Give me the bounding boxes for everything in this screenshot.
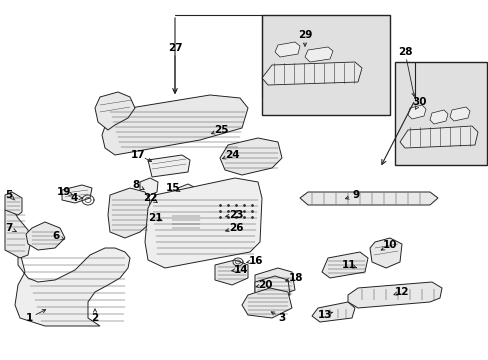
Polygon shape: [311, 302, 354, 322]
Text: 29: 29: [297, 30, 311, 40]
Text: 12: 12: [394, 287, 408, 297]
Polygon shape: [170, 208, 202, 232]
Text: 11: 11: [341, 260, 356, 270]
Polygon shape: [449, 107, 469, 121]
Text: 1: 1: [25, 313, 33, 323]
Polygon shape: [305, 47, 332, 62]
Text: 24: 24: [224, 150, 239, 160]
Text: 26: 26: [228, 223, 243, 233]
Polygon shape: [242, 288, 291, 318]
Text: 27: 27: [167, 43, 182, 53]
Text: 7: 7: [5, 223, 13, 233]
Text: 21: 21: [147, 213, 162, 223]
Polygon shape: [26, 222, 65, 250]
Polygon shape: [262, 62, 361, 85]
Text: 10: 10: [382, 240, 396, 250]
Polygon shape: [399, 126, 477, 148]
Text: 9: 9: [352, 190, 359, 200]
Polygon shape: [254, 268, 294, 298]
Polygon shape: [15, 245, 130, 326]
Polygon shape: [62, 185, 92, 203]
Polygon shape: [220, 138, 282, 175]
Bar: [262, 15, 389, 115]
Text: 20: 20: [257, 280, 272, 290]
Bar: [394, 62, 486, 165]
Polygon shape: [95, 92, 135, 130]
Text: 15: 15: [165, 183, 180, 193]
Polygon shape: [102, 95, 247, 155]
Polygon shape: [108, 188, 150, 238]
Polygon shape: [299, 192, 437, 205]
Text: 16: 16: [248, 256, 263, 266]
Text: 13: 13: [317, 310, 331, 320]
Text: 25: 25: [213, 125, 228, 135]
Polygon shape: [347, 282, 441, 308]
Polygon shape: [5, 208, 30, 258]
Text: 18: 18: [288, 273, 303, 283]
Text: 30: 30: [412, 97, 427, 107]
Polygon shape: [407, 105, 425, 119]
Text: 6: 6: [52, 231, 60, 241]
Text: 14: 14: [233, 265, 248, 275]
Text: 28: 28: [397, 47, 411, 57]
Polygon shape: [429, 110, 447, 124]
Text: 2: 2: [91, 313, 99, 323]
Polygon shape: [274, 42, 299, 57]
Polygon shape: [254, 276, 289, 302]
Polygon shape: [5, 192, 22, 215]
Text: 5: 5: [5, 190, 13, 200]
Polygon shape: [321, 252, 367, 278]
Polygon shape: [140, 178, 158, 196]
Text: 19: 19: [57, 187, 71, 197]
Text: 4: 4: [70, 193, 78, 203]
Text: 8: 8: [132, 180, 140, 190]
Polygon shape: [369, 238, 401, 268]
Text: 17: 17: [130, 150, 145, 160]
Text: 3: 3: [278, 313, 285, 323]
Polygon shape: [148, 155, 190, 177]
Polygon shape: [178, 184, 196, 200]
Polygon shape: [145, 178, 262, 268]
Text: 22: 22: [142, 193, 157, 203]
Text: 23: 23: [228, 210, 243, 220]
Polygon shape: [215, 260, 247, 285]
